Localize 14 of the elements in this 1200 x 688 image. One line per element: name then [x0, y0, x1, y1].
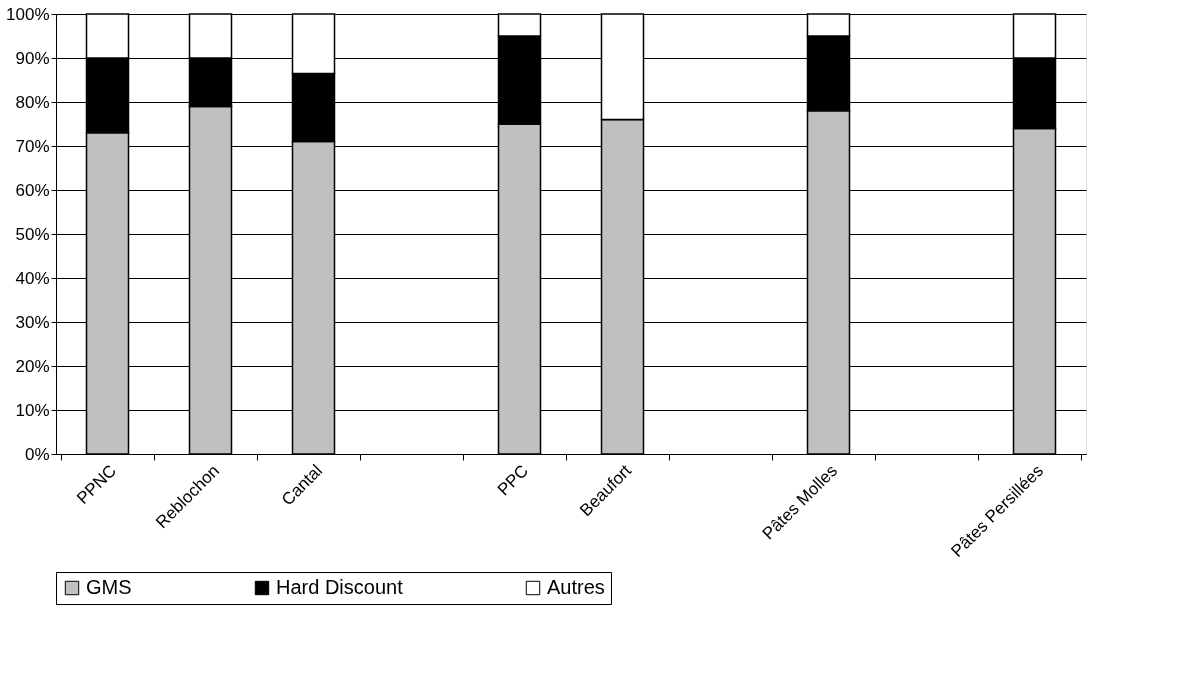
y-tick-label: 90% — [15, 48, 50, 68]
y-tick-label: 60% — [15, 180, 50, 200]
y-tick-label: 70% — [15, 136, 50, 156]
y-tick-label: 0% — [24, 444, 50, 464]
legend-label: GMS — [86, 576, 132, 598]
y-tick-label: 100% — [6, 4, 50, 24]
y-tick-label: 40% — [15, 268, 50, 288]
legend-label: Autres — [547, 576, 605, 598]
y-tick-label: 10% — [15, 400, 50, 420]
y-tick-label: 80% — [15, 92, 50, 112]
y-tick-label: 30% — [15, 312, 50, 332]
legend-label: Hard Discount — [276, 576, 404, 598]
y-tick-label: 20% — [15, 356, 50, 376]
y-tick-label: 50% — [15, 224, 50, 244]
